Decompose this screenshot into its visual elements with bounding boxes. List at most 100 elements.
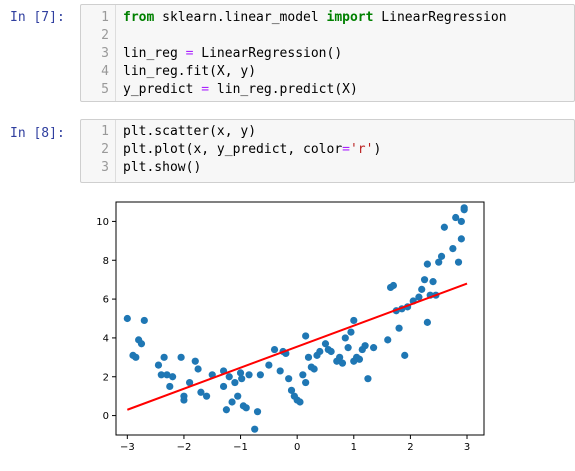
scatter-point (160, 353, 168, 361)
scatter-point (180, 396, 188, 404)
code-token: plt.scatter(x, y) (123, 124, 257, 139)
scatter-point (123, 314, 131, 323)
scatter-point (256, 371, 264, 379)
scatter-point (265, 361, 273, 369)
scatter-point (234, 392, 242, 400)
scatter-point (389, 281, 398, 290)
code-text: plt.show() (123, 159, 201, 177)
scatter-point (384, 336, 392, 344)
plot-frame (115, 201, 485, 436)
code-line: 5 y_predict = lin_reg.predict(X) (81, 81, 574, 99)
scatter-point (452, 213, 460, 222)
code-line: 2 (81, 27, 574, 45)
scatter-point (350, 316, 358, 325)
scatter-point (454, 258, 463, 266)
scatter-point (302, 332, 310, 340)
code-token: sklearn.linear_model (154, 10, 327, 25)
cell-8-prompt: In [8]: (10, 126, 65, 141)
scatter-point (341, 334, 349, 342)
y-tick-label: 2 (103, 372, 109, 383)
scatter-point (132, 353, 140, 361)
line-number: 1 (101, 10, 109, 25)
code-text: from sklearn.linear_model import LinearR… (123, 9, 507, 27)
scatter-point (140, 316, 148, 325)
code-line: 2 plt.plot(x, y_predict, color='r') (81, 141, 574, 159)
code-token: LinearRegression (373, 10, 507, 25)
scatter-point (316, 347, 324, 356)
line-number: 4 (101, 64, 109, 79)
scatter-point (338, 359, 347, 367)
x-tick-label: 3 (464, 442, 470, 453)
scatter-point (440, 223, 448, 231)
y-tick-label: 4 (103, 333, 109, 344)
scatter-point (418, 285, 426, 293)
code-text: plt.scatter(x, y) (123, 123, 256, 141)
code-text: plt.plot(x, y_predict, color='r') (123, 141, 381, 159)
x-tick-label: 1 (351, 442, 357, 453)
scatter-point (327, 347, 335, 356)
scatter-point (299, 371, 307, 379)
scatter-point (222, 406, 230, 414)
scatter-point (347, 328, 355, 336)
scatter-point (154, 361, 163, 369)
y-tick-label: 8 (103, 256, 109, 267)
gutter-separator (115, 120, 116, 182)
scatter-point (304, 353, 313, 361)
x-tick-label: −1 (233, 442, 248, 453)
cell-7-code-editor[interactable]: 1 from sklearn.linear_model import Linear… (80, 4, 575, 102)
scatter-point (285, 375, 293, 383)
scatter-point (245, 371, 253, 379)
scatter-point (336, 353, 344, 361)
y-tick-label: 10 (96, 217, 109, 228)
code-token: y_predict (123, 82, 202, 97)
code-token: LinearRegression() (193, 46, 343, 61)
cell-8-code-editor[interactable]: 1 plt.scatter(x, y) 2 plt.plot(x, y_predict… (80, 119, 575, 183)
scatter-point (194, 365, 202, 373)
scatter-point (270, 345, 279, 354)
gutter-separator (115, 5, 116, 101)
code-token: = (201, 82, 210, 97)
scatter-point (302, 378, 310, 387)
scatter-point (435, 258, 443, 266)
scatter-point (166, 382, 174, 391)
x-tick-label: 2 (407, 442, 413, 453)
code-token: = (342, 142, 350, 157)
scatter-point (460, 206, 468, 214)
cell-7-prompt: In [7]: (10, 10, 65, 25)
scatter-point (423, 318, 431, 326)
scatter-point (163, 371, 171, 379)
code-token: lin_reg.fit(X, y) (123, 64, 257, 79)
code-text: lin_reg.fit(X, y) (123, 63, 256, 81)
scatter-point (420, 276, 429, 284)
x-tick-label: 0 (294, 442, 300, 453)
scatter-point (457, 235, 465, 243)
scatter-point (253, 408, 262, 416)
code-token: plt.show() (123, 160, 202, 175)
line-number: 3 (101, 46, 109, 61)
scatter-point (276, 367, 284, 375)
code-token: 'r' (349, 142, 374, 157)
line-number: 3 (101, 160, 109, 175)
scatter-point (437, 252, 446, 260)
scatter-point (228, 398, 236, 406)
scatter-point (202, 392, 211, 400)
line-number: 2 (101, 142, 109, 157)
code-line: 1 plt.scatter(x, y) (81, 123, 574, 141)
code-token: import (326, 10, 374, 25)
scatter-point (169, 373, 177, 381)
code-token: plt.plot(x, y_predict, color (123, 142, 343, 157)
scatter-point (296, 398, 304, 406)
scatter-point (449, 245, 457, 253)
cell-8-output: −3 −2 −1 0 1 2 3 0 2 4 6 8 10 (80, 192, 500, 471)
code-token: = (185, 46, 194, 61)
scatter-point (321, 340, 330, 348)
scatter-point (191, 357, 199, 365)
code-line: 3 plt.show() (81, 159, 574, 177)
scatter-point (137, 340, 146, 348)
scatter-point (186, 378, 194, 387)
scatter-point (415, 293, 423, 301)
y-tick-label: 6 (103, 295, 109, 306)
y-tick-label: 0 (103, 411, 109, 422)
code-token: lin_reg (123, 46, 186, 61)
code-line: 4 lin_reg.fit(X, y) (81, 63, 574, 81)
